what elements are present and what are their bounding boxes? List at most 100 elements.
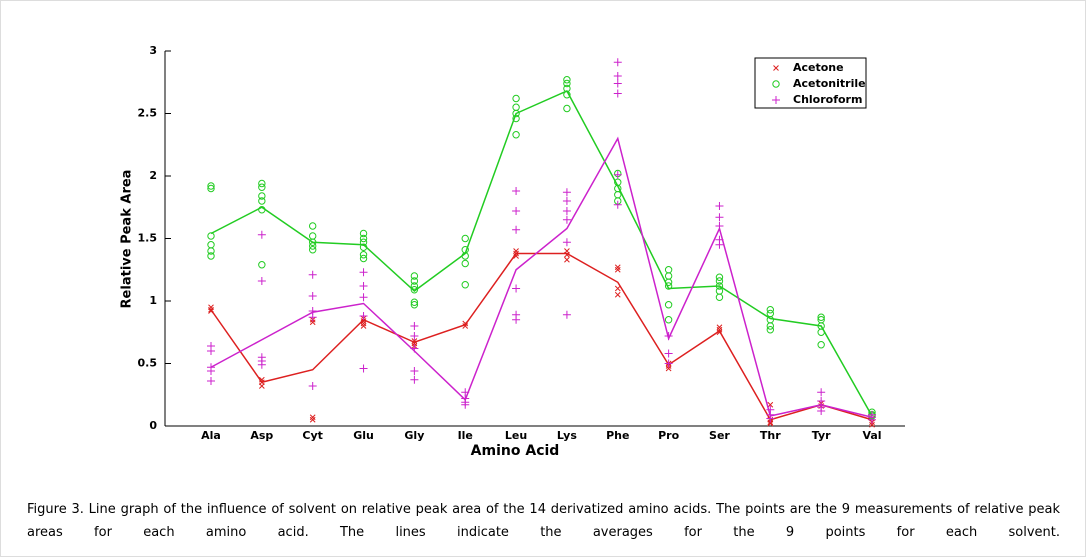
data-point [512,103,520,111]
data-point [562,188,571,197]
data-point [359,293,368,302]
x-tick-label: Phe [606,429,629,442]
data-point [512,315,521,324]
data-point [562,215,571,224]
data-point [563,79,571,88]
data-point [308,270,317,279]
data-point [664,349,673,358]
legend-marker [772,96,780,104]
data-point [562,207,571,215]
data-point [207,377,215,385]
data-point [563,76,571,84]
data-point [308,292,317,300]
data-point [258,179,266,188]
y-tick-label: 3 [149,44,157,57]
x-tick-label: Cyt [302,429,323,442]
data-point [664,359,673,368]
data-point [410,367,419,375]
data-point [512,94,520,103]
data-point [360,323,367,329]
legend-marker [772,80,780,88]
data-point [207,184,215,193]
series-line [210,136,873,418]
data-point [410,286,419,294]
data-point [817,407,826,415]
data-point [613,200,622,209]
y-tick-label: 1 [149,294,157,307]
data-point [563,104,571,113]
data-point [614,264,621,271]
data-point [410,272,419,280]
data-point [207,252,215,260]
data-point [411,338,418,344]
data-point [512,109,520,118]
data-point [766,326,775,334]
data-point [410,282,419,290]
data-point [359,254,368,263]
legend-label: Chloroform [793,93,862,106]
data-point [715,277,724,285]
data-point [512,284,521,293]
data-point [613,170,622,179]
x-tick-label: Ala [201,429,221,442]
y-tick-label: 0 [149,419,157,432]
x-tick-label: Tyr [812,429,831,442]
data-point [308,246,317,254]
y-axis-label: Relative Peak Area [120,170,135,309]
data-point [715,240,724,249]
data-point [461,281,469,289]
data-point [513,253,519,259]
data-point [664,301,673,309]
data-point [613,79,622,88]
data-point [513,248,519,254]
data-point [207,347,215,355]
data-point [766,322,775,330]
series-line [210,252,873,421]
x-tick-label: Thr [760,429,781,442]
data-point [562,197,571,205]
y-tick-label: 1.5 [138,232,158,245]
data-point [410,332,419,340]
legend-marker [773,65,779,71]
data-point [258,183,266,191]
data-point [562,238,571,247]
x-tick-label: Val [862,429,881,442]
legend-label: Acetone [793,61,844,74]
data-point [613,72,622,80]
data-point [359,312,368,320]
data-point [715,293,724,301]
series-line [210,90,873,417]
data-point [410,375,419,384]
x-tick-label: Pro [658,429,679,442]
data-point [359,251,368,259]
x-tick-label: Ile [458,429,473,442]
y-tick-label: 2.5 [138,107,158,120]
data-point [359,364,368,373]
data-point [258,383,265,389]
x-tick-label: Glu [353,429,374,442]
data-point [461,400,470,409]
data-point [562,310,571,319]
data-point [308,382,317,390]
data-point [308,222,317,230]
data-point [614,285,621,292]
data-point [664,272,673,280]
data-point [817,388,826,397]
data-point [767,401,774,408]
data-point [817,341,825,349]
data-point [869,421,875,428]
legend-box [754,57,867,109]
data-point [766,309,775,318]
data-point [462,323,469,329]
data-point [257,277,266,285]
data-point [308,313,317,322]
data-point [359,234,368,243]
data-point [512,207,521,215]
x-tick-label: Ser [709,429,730,442]
data-point [614,191,622,199]
data-point [614,291,621,298]
data-point [613,58,622,67]
